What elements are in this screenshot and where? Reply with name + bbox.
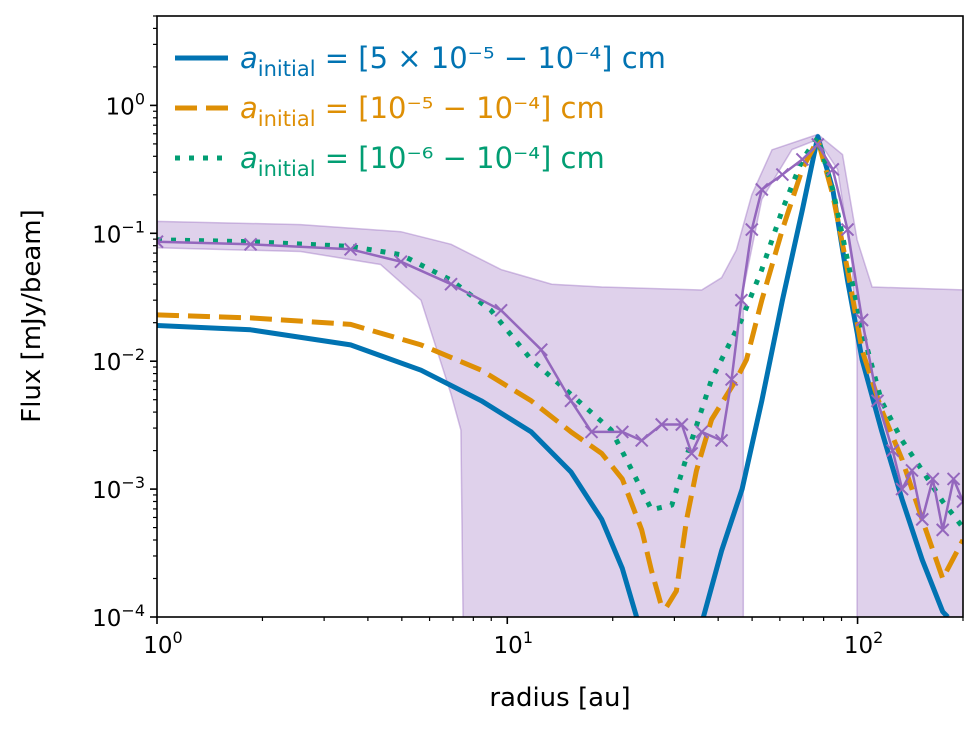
plot-frame bbox=[156, 15, 964, 618]
cross-marker bbox=[745, 222, 759, 237]
series-layer bbox=[157, 134, 963, 617]
uncertainty-band-layer bbox=[157, 133, 963, 617]
series-line-1 bbox=[157, 137, 963, 610]
cross-marker bbox=[243, 237, 258, 252]
legend-label-2: ainitial = [10⁻⁶ − 10⁻⁴] cm bbox=[240, 141, 605, 181]
y-tick-label: 10−1 bbox=[92, 217, 145, 248]
cross-marker bbox=[905, 463, 919, 478]
x-tick-label: 100 bbox=[143, 628, 182, 659]
cross-marker bbox=[684, 446, 699, 461]
cross-marker bbox=[534, 342, 548, 357]
cross-marker bbox=[584, 425, 599, 439]
cross-marker bbox=[935, 523, 950, 537]
cross-marker bbox=[564, 394, 578, 408]
cross-marker bbox=[775, 167, 790, 182]
x-tick-label: 102 bbox=[844, 628, 883, 659]
y-tick-label: 100 bbox=[106, 89, 145, 120]
cross-marker bbox=[635, 433, 649, 448]
cross-marker bbox=[157, 234, 164, 249]
cross-marker bbox=[826, 162, 840, 177]
cross-marker bbox=[494, 303, 508, 318]
series-line-0 bbox=[157, 134, 950, 617]
cross-marker bbox=[615, 425, 630, 439]
cross-marker bbox=[444, 277, 458, 291]
cross-marker bbox=[915, 512, 929, 527]
cross-marker bbox=[714, 433, 729, 448]
y-tick-label: 10−2 bbox=[92, 345, 145, 376]
legend-label-1: ainitial = [10⁻⁵ − 10⁻⁴] cm bbox=[240, 91, 605, 131]
cross-marker bbox=[755, 182, 769, 197]
x-tick-label: 101 bbox=[494, 628, 533, 659]
cross-marker bbox=[734, 293, 749, 307]
uncertainty-band bbox=[157, 133, 963, 617]
cross-marker bbox=[946, 472, 961, 486]
cross-marker bbox=[895, 482, 909, 496]
cross-marker bbox=[956, 494, 963, 509]
cross-marker bbox=[394, 254, 408, 269]
cross-marker bbox=[811, 137, 825, 152]
legend-label-0: ainitial = [5 × 10⁻⁵ − 10⁻⁴] cm bbox=[240, 41, 666, 81]
legend: ainitial = [5 × 10⁻⁵ − 10⁻⁴] cm ainitial … bbox=[175, 41, 666, 181]
cross-marker bbox=[343, 242, 358, 256]
series-line-2 bbox=[157, 135, 963, 530]
cross-marker bbox=[870, 394, 885, 408]
cross-marker bbox=[795, 152, 810, 167]
cross-marker bbox=[926, 472, 940, 486]
axis-ticks: 100 101 102 10−4 10−3 10−2 10−1 100 bbox=[92, 15, 964, 659]
y-tick-label: 10−3 bbox=[92, 473, 145, 504]
cross-marker bbox=[855, 313, 869, 327]
cross-marker bbox=[695, 425, 709, 439]
y-tick-label: 10−4 bbox=[92, 601, 145, 632]
cross-marker bbox=[724, 372, 739, 387]
cross-marker bbox=[655, 417, 669, 432]
x-axis-label: radius [au] bbox=[489, 683, 630, 713]
cross-marker bbox=[840, 222, 855, 237]
y-axis-label: Flux [mJy/beam] bbox=[17, 209, 47, 423]
cross-marker bbox=[675, 417, 689, 432]
cross-marker bbox=[886, 443, 900, 458]
